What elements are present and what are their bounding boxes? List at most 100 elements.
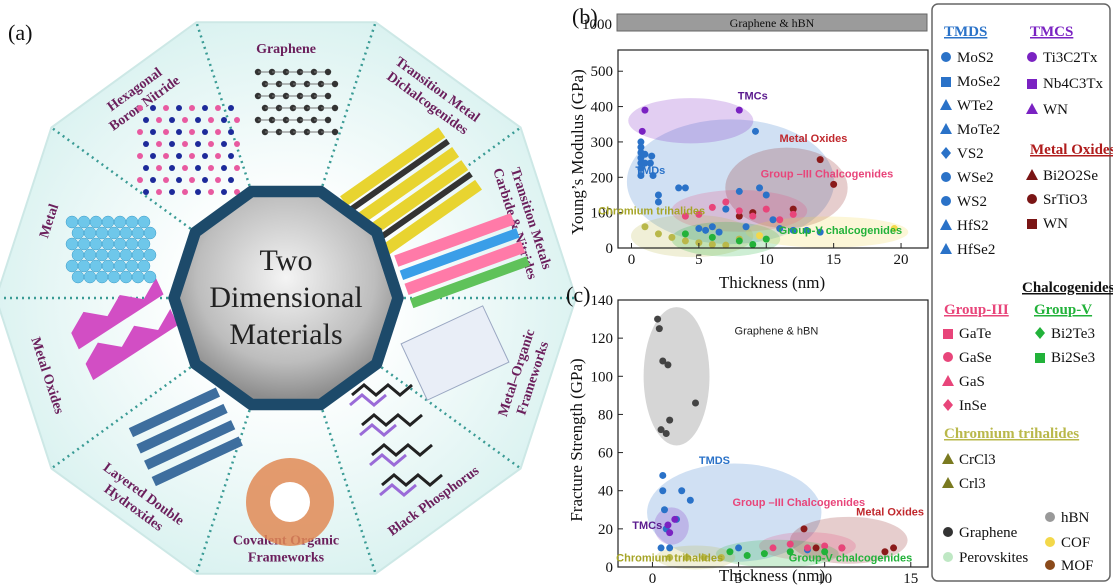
c-data-point [686, 496, 694, 504]
b-data-point [654, 191, 662, 199]
b-data-point [638, 127, 646, 135]
legend-chromium-item: CrCl3 [959, 452, 996, 468]
wedge-divider [321, 409, 377, 575]
c-data-point [661, 506, 668, 514]
legend-tmds-item-marker [940, 99, 952, 110]
legend-tmcs-item: Nb4C3Tx [1043, 76, 1104, 92]
legend-cof-item: COF [1061, 535, 1090, 551]
c-region-label: Graphene & hBN [735, 325, 819, 337]
panel-a-label: (a) [8, 20, 32, 45]
graphene-hbn-band-label: Graphene & hBN [730, 16, 815, 30]
panel-b-label: (b) [572, 4, 598, 29]
wedge-label-line: Frameworks [248, 551, 325, 566]
legend-group3-item-marker [943, 399, 953, 411]
b-data-point [735, 207, 743, 215]
c-data-point [666, 529, 674, 537]
c-ytick-label: 40 [598, 484, 613, 500]
c-data-point [786, 540, 794, 548]
b-data-point [830, 180, 838, 188]
c-region-chromium [655, 545, 736, 570]
legend-chromium-item: Crl3 [959, 476, 986, 492]
b-region-label: TMCs [738, 91, 768, 103]
b-data-point [776, 225, 784, 233]
c-region-label: TMCs [632, 520, 662, 532]
legend-group3-item: GaSe [959, 350, 992, 366]
c-ytick-label: 0 [606, 560, 614, 576]
b-data-point [675, 184, 683, 192]
legend-group3-item-marker [943, 329, 953, 339]
c-data-point [657, 426, 665, 434]
b-ytick-label: 400 [591, 100, 614, 116]
b-data-point [816, 228, 824, 236]
b-data-point [722, 198, 730, 206]
b-data-point [762, 191, 770, 199]
c-data-point [812, 544, 820, 552]
legend-group5-title: Group-V [1034, 302, 1092, 318]
b-data-point [681, 184, 689, 192]
legend-group3-item: GaTe [959, 326, 992, 342]
b-region-label: Group –III Chalcogenides [761, 168, 894, 180]
b-ytick-label: 500 [591, 64, 614, 80]
legend-group3-item-marker [943, 352, 953, 362]
c-xtick-label: 0 [649, 571, 657, 585]
tmd-structure-image [340, 127, 483, 259]
legend-hbn-item-marker [1045, 512, 1055, 522]
b-data-point [681, 230, 689, 238]
c-region-label: Chromium trihalides [616, 552, 723, 564]
b-data-point [749, 240, 757, 248]
b-data-point [641, 223, 649, 231]
legend-perovskites-item: Perovskites [959, 550, 1028, 566]
c-data-point [654, 315, 662, 323]
legend-group5-item: Bi2Te3 [1051, 326, 1095, 342]
legend-chromium-title: Chromium trihalides [944, 426, 1079, 442]
c-region-tmds [647, 463, 822, 562]
wedge-divider [50, 126, 192, 230]
c-data-point [662, 430, 670, 437]
legend-tmds-item: WSe2 [957, 170, 994, 186]
legend-chalcogenides-title: Chalcogenides [1022, 280, 1113, 296]
b-data-point [648, 152, 656, 160]
b-data-point [776, 216, 784, 224]
b-region-metal-oxides [725, 147, 848, 229]
legend-tmds-item: VS2 [957, 146, 984, 162]
c-data-point [743, 552, 751, 560]
mxene-structure-image [394, 213, 530, 309]
b-data-point [641, 150, 649, 158]
c-data-point [769, 544, 777, 552]
c-data-point [786, 548, 794, 556]
legend-tmcs-item-marker [1027, 52, 1037, 62]
c-data-point [683, 553, 691, 561]
legend-tmcs-item-marker [1027, 79, 1037, 89]
b-data-point [654, 230, 662, 238]
legend-group3-title: Group-III [944, 302, 1009, 318]
b-xtick-label: 5 [695, 252, 703, 268]
b-data-point [751, 127, 759, 135]
b-plot-frame [617, 49, 929, 249]
wedge-divider [380, 366, 522, 470]
c-ytick-label: 80 [598, 407, 613, 423]
wedge-divider [195, 409, 251, 575]
b-data-point [735, 187, 743, 195]
ldh-structure-image [128, 387, 243, 487]
legend-tmds-item: WS2 [957, 194, 987, 210]
center-title-line-3: Materials [229, 318, 342, 351]
b-xtick-label: 20 [894, 252, 909, 268]
b-data-point [789, 205, 797, 213]
b-xtick-label: 15 [826, 252, 841, 268]
legend-panel: TMDS MoS2 MoSe2 WTe2 MoTe2 VS2 WSe2 WS2 HfS2 HfSe… [931, 3, 1113, 582]
c-data-point [881, 548, 889, 556]
legend-tmds-title: TMDS [944, 24, 987, 40]
legend-tmds-item-marker [940, 243, 952, 254]
panel-b-youngs-modulus-chart: (b) Graphene & hBN 1000 0 5 10 15 2001002003… [568, 4, 929, 292]
graphene-hbn-band [616, 13, 928, 32]
wedge-label: Graphene [256, 42, 316, 57]
c-data-point [821, 542, 829, 550]
b-data-point [735, 106, 743, 114]
c-ylabel: Fracture Strength (GPa) [567, 358, 586, 521]
c-region-tmcs [653, 507, 689, 545]
panel-c-regions [643, 307, 908, 570]
